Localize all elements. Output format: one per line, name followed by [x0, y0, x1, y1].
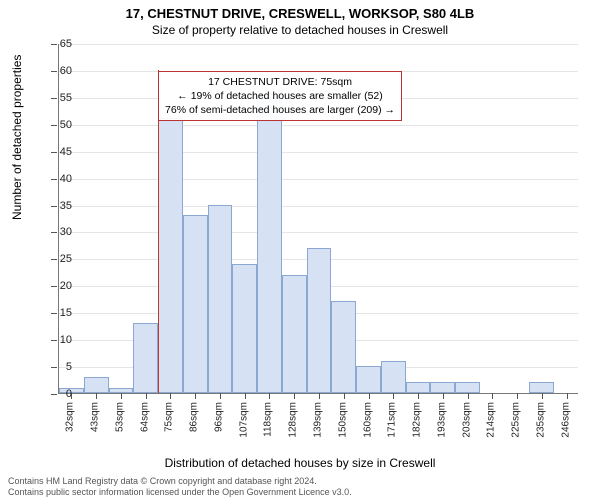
- x-tick: [269, 393, 270, 399]
- histogram-bar: [430, 382, 455, 393]
- x-tick-label: 246sqm: [560, 402, 571, 438]
- y-axis-label: Number of detached properties: [10, 55, 24, 220]
- histogram-bar: [356, 366, 381, 393]
- x-tick: [319, 393, 320, 399]
- x-tick: [393, 393, 394, 399]
- x-tick-label: 193sqm: [436, 402, 447, 438]
- x-tick-label: 150sqm: [337, 402, 348, 438]
- annotation-line: ← 19% of detached houses are smaller (52…: [165, 89, 395, 103]
- x-tick: [517, 393, 518, 399]
- histogram-bar: [133, 323, 158, 393]
- histogram-bar: [232, 264, 257, 393]
- y-tick-label: 55: [42, 92, 72, 104]
- histogram-bar: [84, 377, 109, 393]
- x-tick-label: 225sqm: [511, 402, 522, 438]
- y-tick-label: 10: [42, 334, 72, 346]
- histogram-bar: [455, 382, 480, 393]
- x-tick: [344, 393, 345, 399]
- y-tick-label: 15: [42, 307, 72, 319]
- x-tick: [567, 393, 568, 399]
- x-tick-label: 203sqm: [461, 402, 472, 438]
- x-tick: [294, 393, 295, 399]
- histogram-bar: [183, 215, 208, 393]
- x-tick: [542, 393, 543, 399]
- histogram-bar: [282, 275, 307, 393]
- gridline: [59, 179, 578, 180]
- x-tick-label: 32sqm: [65, 402, 76, 432]
- y-tick-label: 50: [42, 119, 72, 131]
- footer-line-2: Contains public sector information licen…: [8, 487, 352, 498]
- histogram-bar: [529, 382, 554, 393]
- y-tick-label: 0: [42, 388, 72, 400]
- x-tick-label: 182sqm: [412, 402, 423, 438]
- annotation-line: 76% of semi-detached houses are larger (…: [165, 103, 395, 117]
- y-tick-label: 35: [42, 200, 72, 212]
- gridline: [59, 125, 578, 126]
- x-tick-label: 235sqm: [535, 402, 546, 438]
- x-axis-label: Distribution of detached houses by size …: [0, 456, 600, 470]
- x-tick: [468, 393, 469, 399]
- plot-area: 17 CHESTNUT DRIVE: 75sqm← 19% of detache…: [58, 44, 578, 394]
- x-tick: [492, 393, 493, 399]
- x-tick-label: 96sqm: [213, 402, 224, 432]
- x-tick: [96, 393, 97, 399]
- x-tick-label: 86sqm: [189, 402, 200, 432]
- x-tick-label: 171sqm: [387, 402, 398, 438]
- x-tick: [170, 393, 171, 399]
- y-tick-label: 40: [42, 173, 72, 185]
- x-tick-label: 139sqm: [313, 402, 324, 438]
- annotation-callout: 17 CHESTNUT DRIVE: 75sqm← 19% of detache…: [158, 71, 402, 122]
- histogram-bar: [406, 382, 431, 393]
- y-tick-label: 65: [42, 38, 72, 50]
- y-tick-label: 45: [42, 146, 72, 158]
- x-tick: [146, 393, 147, 399]
- x-tick: [195, 393, 196, 399]
- x-tick-label: 214sqm: [486, 402, 497, 438]
- x-tick: [418, 393, 419, 399]
- page-subtitle: Size of property relative to detached ho…: [0, 21, 600, 41]
- x-tick-label: 128sqm: [288, 402, 299, 438]
- y-tick-label: 25: [42, 253, 72, 265]
- x-tick-label: 64sqm: [139, 402, 150, 432]
- y-tick-label: 30: [42, 226, 72, 238]
- footer-line-1: Contains HM Land Registry data © Crown c…: [8, 476, 352, 487]
- histogram-bar: [307, 248, 332, 393]
- histogram-bar: [208, 205, 233, 393]
- y-tick-label: 60: [42, 65, 72, 77]
- histogram-bar: [331, 301, 356, 393]
- page-title: 17, CHESTNUT DRIVE, CRESWELL, WORKSOP, S…: [0, 0, 600, 21]
- gridline: [59, 152, 578, 153]
- x-tick-label: 75sqm: [164, 402, 175, 432]
- y-tick-label: 5: [42, 361, 72, 373]
- y-tick-label: 20: [42, 280, 72, 292]
- gridline: [59, 206, 578, 207]
- histogram-chart: 17 CHESTNUT DRIVE: 75sqm← 19% of detache…: [58, 44, 578, 394]
- histogram-bar: [158, 118, 183, 393]
- x-tick-label: 118sqm: [263, 402, 274, 437]
- x-tick: [443, 393, 444, 399]
- x-tick-label: 107sqm: [238, 402, 249, 438]
- histogram-bar: [381, 361, 406, 393]
- gridline: [59, 44, 578, 45]
- x-tick: [369, 393, 370, 399]
- x-tick-label: 43sqm: [90, 402, 101, 432]
- footer-attribution: Contains HM Land Registry data © Crown c…: [8, 476, 352, 499]
- histogram-bar: [257, 97, 282, 393]
- x-tick-label: 160sqm: [362, 402, 373, 438]
- annotation-line: 17 CHESTNUT DRIVE: 75sqm: [165, 75, 395, 89]
- x-tick: [121, 393, 122, 399]
- x-tick-label: 53sqm: [114, 402, 125, 432]
- x-tick: [245, 393, 246, 399]
- gridline: [59, 232, 578, 233]
- x-tick: [220, 393, 221, 399]
